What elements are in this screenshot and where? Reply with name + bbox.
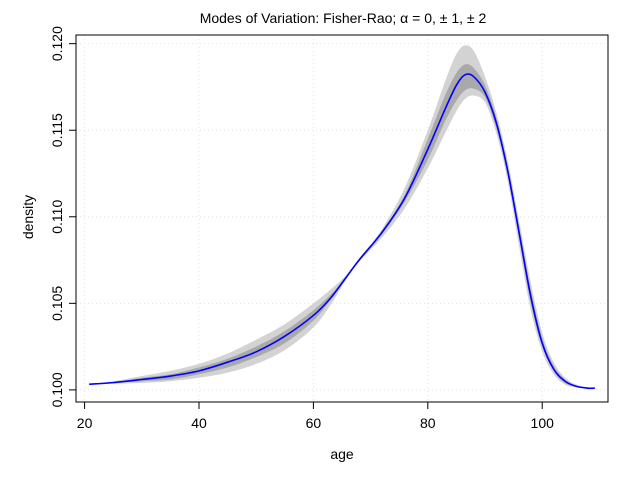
band-band_outer bbox=[89, 45, 595, 390]
y-axis-label: density bbox=[20, 195, 36, 239]
y-tick-label-0: 0.100 bbox=[49, 372, 65, 407]
plot-frame bbox=[75, 34, 609, 403]
y-tick-label-2: 0.110 bbox=[49, 200, 65, 234]
y-tick-label-1: 0.105 bbox=[49, 286, 65, 321]
y-tick-label-4: 0.120 bbox=[49, 26, 65, 61]
x-tick-label-3: 80 bbox=[420, 415, 436, 431]
band-band_inner bbox=[89, 64, 595, 389]
y-axis: 0.100 0.105 0.110 0.115 0.120 bbox=[49, 26, 76, 407]
chart-title: Modes of Variation: Fisher-Rao; α = 0, ±… bbox=[200, 10, 487, 26]
x-axis-label: age bbox=[330, 446, 354, 462]
y-tick-label-3: 0.115 bbox=[49, 113, 65, 147]
mean-line bbox=[89, 73, 595, 390]
variation-bands bbox=[89, 45, 595, 390]
mean-curve bbox=[89, 73, 595, 390]
x-tick-label-2: 60 bbox=[306, 415, 322, 431]
x-tick-label-1: 40 bbox=[191, 415, 207, 431]
x-tick-label-0: 20 bbox=[77, 415, 93, 431]
x-axis: 20 40 60 80 100 bbox=[77, 402, 554, 431]
x-tick-label-4: 100 bbox=[531, 415, 555, 431]
grid-lines bbox=[76, 35, 608, 402]
